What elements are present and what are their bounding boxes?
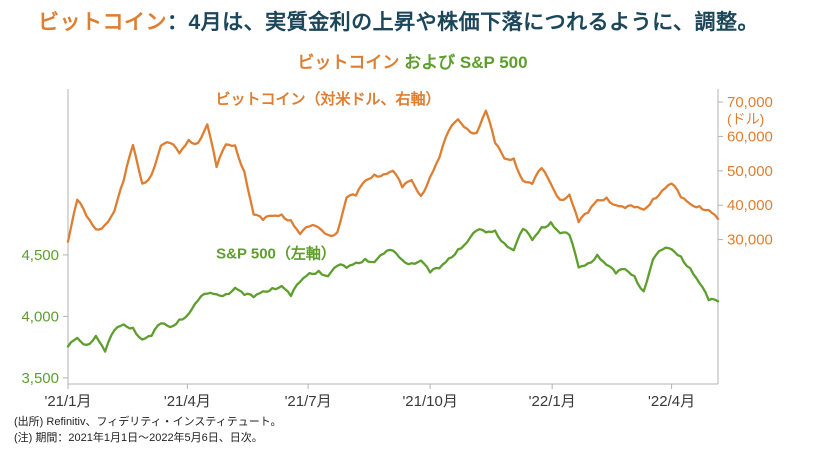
right-axis-tick-label: 50,000 [727,163,773,180]
sp500-line [66,221,720,354]
chart-title-and: および [399,53,460,73]
right-axis-tick-label: 60,000 [727,129,773,146]
left-axis-tick-label: 4,000 [21,309,59,326]
source-note: (出所) Refinitiv、フィデリティ・インスティテュート。 [14,416,282,429]
chart-title: ビットコイン および S&P 500 [0,48,825,73]
x-axis-tick-label: '21/7月 [285,393,332,410]
right-axis-unit-label: (ドル) [727,111,764,127]
footnotes: (出所) Refinitiv、フィデリティ・インスティテュート。 (注) 期間：… [0,415,825,446]
period-note: (注) 期間：2021年1月1日～2022年5月6日、日次。 [14,431,263,444]
right-axis-tick-label: 40,000 [727,197,773,214]
chart-title-sp500: S&P 500 [459,53,528,73]
x-axis-tick-label: '21/1月 [44,393,91,410]
page-title: ビットコイン：4月は、実質金利の上昇や株価下落につれるように、調整。 [0,0,825,36]
dual-axis-line-chart: 3,500 4,000 4,500 30,000 40,000 50,000 60,000 7… [21,89,773,410]
x-axis-tick-label: '22/4月 [648,393,695,410]
bitcoin-line [66,109,720,244]
right-axis-tick-label: 70,000 [727,94,773,111]
page-title-rest: ：4月は、実質金利の上昇や株価下落につれるように、調整。 [167,11,760,34]
sp500-series-label: S&P 500（左軸） [216,245,336,263]
left-axis-tick-label: 3,500 [21,370,59,387]
left-axis-tick-label: 4,500 [21,247,59,264]
bitcoin-series-label: ビットコイン（対米ドル、右軸） [215,90,440,108]
page-title-highlight: ビットコイン [38,11,167,34]
chart-title-bitcoin: ビットコイン [297,53,400,73]
x-axis-tick-label: '22/1月 [529,393,576,410]
x-axis-tick-label: '21/10月 [402,393,457,410]
right-axis-tick-label: 30,000 [727,232,773,249]
x-axis-tick-label: '21/4月 [164,393,211,410]
